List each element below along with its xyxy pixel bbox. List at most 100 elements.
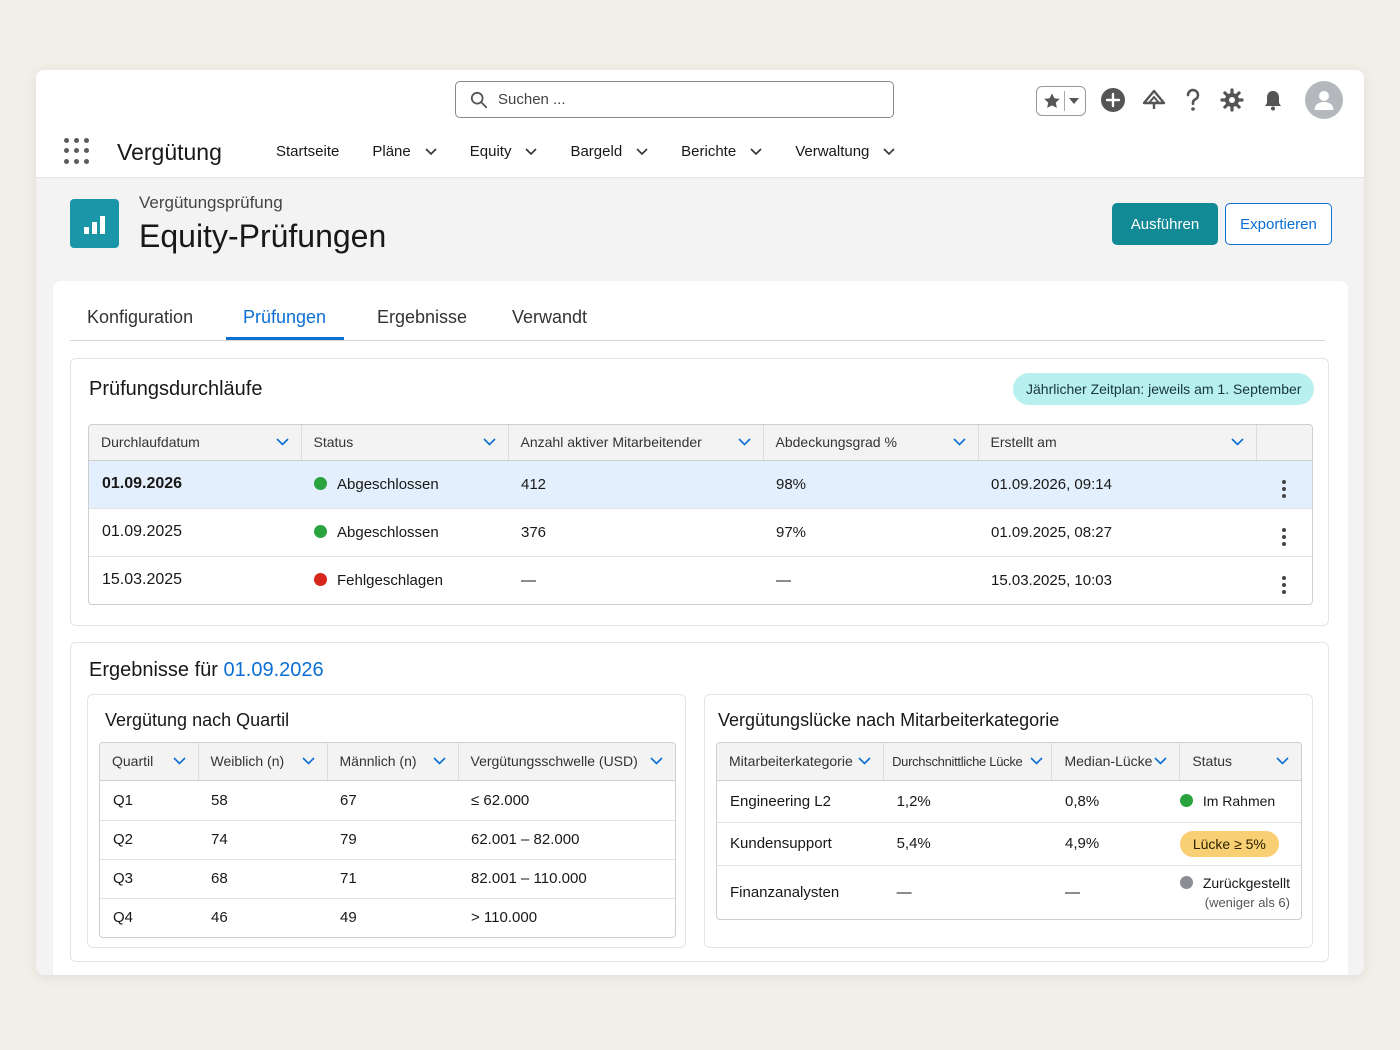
run-date: 01.09.2025 — [89, 508, 301, 557]
threshold-cell: 62.001 – 82.000 — [458, 820, 675, 860]
app-launcher-icon[interactable] — [64, 138, 90, 164]
column-header-abdeckungsgrad[interactable]: Abdeckungsgrad % — [763, 425, 979, 461]
quartile-title: Vergütung nach Quartil — [105, 710, 290, 730]
column-header-status[interactable]: Status — [301, 425, 509, 461]
column-label: Anzahl aktiver Mitarbeitender — [520, 434, 702, 451]
column-header-median[interactable]: Median-Lücke — [1051, 743, 1181, 781]
search-input[interactable] — [498, 91, 878, 108]
active-tab-indicator — [226, 337, 344, 340]
chevron-down-icon[interactable] — [737, 438, 751, 446]
column-header-quartil[interactable]: Quartil — [100, 743, 199, 781]
chevron-down-icon[interactable] — [525, 147, 538, 156]
chevron-down-icon[interactable] — [275, 438, 289, 446]
category-cell: Engineering L2 — [717, 780, 884, 823]
column-header-kategorie[interactable]: Mitarbeiterkategorie — [717, 743, 885, 781]
nav-item-startseite[interactable]: Startseite — [276, 143, 339, 160]
chevron-down-icon[interactable] — [750, 147, 762, 156]
gap-status-cell: Im Rahmen — [1179, 780, 1301, 823]
more-actions-icon[interactable] — [1279, 527, 1289, 546]
column-header-status[interactable]: Status — [1179, 743, 1301, 781]
threshold-cell: ≤ 62.000 — [458, 780, 675, 821]
column-header-durchlaufdatum[interactable]: Durchlaufdatum — [89, 425, 302, 461]
status-label: Zurückgestellt — [1202, 874, 1290, 891]
chevron-down-icon[interactable] — [482, 438, 496, 446]
chevron-down-icon[interactable] — [1154, 757, 1167, 765]
column-header-maennlich[interactable]: Männlich (n) — [327, 743, 459, 781]
run-count: 376 — [508, 508, 763, 557]
tab-konfiguration[interactable]: Konfiguration — [87, 307, 194, 327]
results-title: Ergebnisse für 01.09.2026 — [89, 659, 324, 682]
star-icon[interactable] — [1043, 92, 1061, 110]
run-date: 15.03.2025 — [102, 571, 183, 589]
run-status: Abgeschlossen — [301, 460, 508, 509]
chevron-down-icon[interactable] — [1069, 97, 1080, 105]
column-header-durchschnitt[interactable]: Durchschnittliche Lücke — [883, 743, 1053, 781]
add-icon[interactable] — [1098, 85, 1128, 115]
app-window: Vergütung Startseite Pläne Equity Bargel… — [36, 70, 1364, 975]
chevron-down-icon[interactable] — [1276, 757, 1289, 765]
chevron-down-icon[interactable] — [301, 757, 315, 765]
run-created: 15.03.2025, 10:03 — [991, 571, 1112, 589]
column-label: Status — [313, 434, 354, 451]
column-header-weiblich[interactable]: Weiblich (n) — [198, 743, 328, 781]
male-cell: 71 — [327, 859, 458, 899]
tab-ergebnisse[interactable]: Ergebnisse — [377, 307, 468, 327]
status-dot-icon — [1179, 875, 1193, 889]
median-gap-cell: — — [1064, 883, 1080, 901]
help-icon[interactable] — [1178, 85, 1208, 115]
runs-panel: Prüfungsdurchläufe Jährlicher Zeitplan: … — [70, 358, 1329, 626]
run-status: Fehlgeschlagen — [301, 556, 508, 604]
column-label: Männlich (n) — [339, 753, 417, 770]
table-row[interactable]: 01.09.2026 Abgeschlossen 412 98% 01.09.2… — [89, 460, 1312, 509]
settings-gear-icon[interactable] — [1217, 85, 1247, 115]
table-row[interactable]: 15.03.2025 Fehlgeschlagen — — 15.03.2025… — [89, 556, 1312, 604]
nav-item-plaene[interactable]: Pläne — [372, 143, 437, 160]
quartile-table: Quartil Weiblich (n) Männlich (n) Vergüt… — [99, 742, 676, 938]
results-panel: Ergebnisse für 01.09.2026 Vergütung nach… — [70, 642, 1329, 962]
chevron-down-icon[interactable] — [650, 757, 663, 765]
chevron-down-icon[interactable] — [952, 438, 966, 446]
column-label: Status — [1192, 753, 1233, 770]
export-button[interactable]: Exportieren — [1225, 203, 1332, 245]
table-row[interactable]: 01.09.2025 Abgeschlossen 376 97% 01.09.2… — [89, 508, 1312, 557]
status-dot-icon — [314, 572, 327, 586]
results-title-date[interactable]: 01.09.2026 — [223, 659, 324, 681]
column-header-schwelle[interactable]: Vergütungsschwelle (USD) — [458, 743, 675, 781]
nav-item-verwaltung[interactable]: Verwaltung — [795, 143, 895, 160]
trailhead-icon[interactable] — [1139, 85, 1169, 115]
user-avatar[interactable] — [1305, 81, 1343, 119]
runs-title: Prüfungsdurchläufe — [89, 378, 263, 400]
category-cell: Finanzanalysten — [730, 883, 840, 901]
chevron-down-icon[interactable] — [858, 757, 871, 765]
more-actions-icon[interactable] — [1279, 575, 1289, 594]
more-actions-icon[interactable] — [1279, 479, 1289, 498]
column-label: Vergütungsschwelle (USD) — [470, 753, 638, 770]
chevron-down-icon[interactable] — [1230, 438, 1244, 446]
divider — [1064, 91, 1066, 111]
column-header-anzahl[interactable]: Anzahl aktiver Mitarbeitender — [508, 425, 764, 461]
nav-item-bargeld[interactable]: Bargeld — [570, 143, 648, 160]
tab-verwandt[interactable]: Verwandt — [512, 307, 588, 327]
status-label: Abgeschlossen — [337, 523, 439, 541]
run-created: 01.09.2025, 08:27 — [978, 508, 1256, 557]
record-card: Konfiguration Prüfungen Ergebnisse Verwa… — [53, 281, 1348, 975]
nav-item-equity[interactable]: Equity — [470, 143, 538, 160]
chevron-down-icon[interactable] — [883, 147, 895, 156]
bar-chart-icon — [70, 199, 119, 248]
table-row: Kundensupport 5,4% 4,9% Lücke ≥ 5% — [717, 822, 1301, 866]
run-button[interactable]: Ausführen — [1112, 203, 1218, 245]
chevron-down-icon[interactable] — [1030, 757, 1044, 765]
nav-item-berichte[interactable]: Berichte — [681, 143, 762, 160]
row-menu-cell — [1256, 460, 1312, 509]
status-label: Fehlgeschlagen — [337, 571, 443, 589]
favorites-control[interactable] — [1036, 86, 1086, 116]
chevron-down-icon[interactable] — [425, 147, 437, 156]
chevron-down-icon[interactable] — [172, 757, 186, 765]
female-cell: 46 — [211, 909, 228, 927]
chevron-down-icon[interactable] — [432, 757, 446, 765]
column-header-erstellt-am[interactable]: Erstellt am — [978, 425, 1257, 461]
tab-pruefungen[interactable]: Prüfungen — [243, 307, 327, 327]
bell-icon[interactable] — [1258, 85, 1288, 115]
chevron-down-icon[interactable] — [636, 147, 648, 156]
global-search[interactable] — [455, 81, 894, 118]
